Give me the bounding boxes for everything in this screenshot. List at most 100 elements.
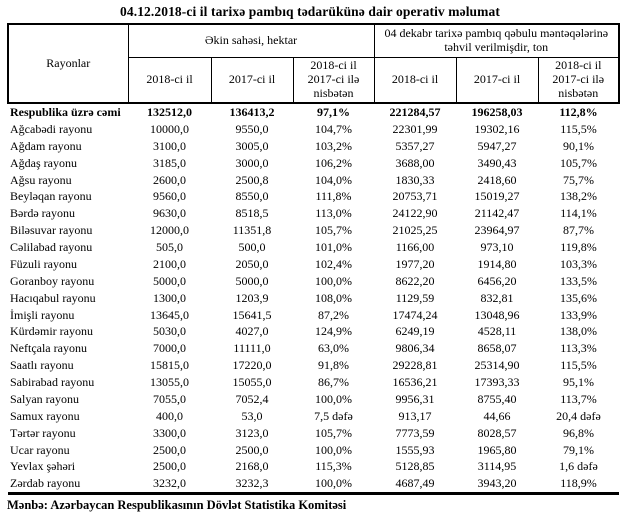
table-row: Goranboy rayonu 5000,0 5000,0 100,0% 8622,20… — [8, 273, 619, 290]
table-row: Bərdə rayonu 9630,0 8518,5 113,0% 24122,90 21… — [8, 205, 619, 222]
value-cell: 97,1% — [317, 105, 350, 119]
value-cell: 124,9% — [315, 324, 352, 339]
region-name-cell: Ağdaş rayonu — [10, 155, 77, 170]
region-name-cell: Füzuli rayonu — [10, 256, 77, 271]
value-cell: 3000,0 — [235, 155, 269, 170]
value-cell: 4528,11 — [477, 324, 517, 339]
value-cell: 3490,43 — [477, 155, 517, 170]
value-cell: 2050,0 — [235, 256, 269, 271]
value-cell: 16536,21 — [392, 375, 438, 389]
value-cell: 7052,4 — [235, 391, 269, 406]
value-cell: 2600,0 — [153, 172, 186, 187]
value-cell: 2100,0 — [153, 256, 186, 271]
value-cell: 973,10 — [480, 240, 514, 254]
value-cell: 113,0% — [315, 206, 352, 221]
value-cell: 100,0% — [315, 273, 352, 288]
value-cell: 9956,31 — [395, 391, 435, 406]
value-cell: 832,81 — [480, 290, 514, 305]
value-cell: 17393,33 — [474, 375, 520, 389]
value-cell: 7000,0 — [153, 341, 186, 356]
value-cell: 12000,0 — [150, 223, 189, 238]
value-cell: 1,6 dəfə — [559, 459, 598, 474]
table-row: Saatlı rayonu 15815,0 17220,0 91,8% 29228,81… — [8, 357, 619, 374]
value-cell: 135,6% — [560, 290, 597, 305]
value-cell: 8028,57 — [477, 425, 517, 440]
value-cell: 4027,0 — [235, 324, 269, 339]
value-cell: 6249,19 — [395, 324, 435, 339]
value-cell: 3100,0 — [153, 138, 186, 153]
value-cell: 90,1% — [563, 138, 594, 153]
value-cell: 1166,00 — [395, 240, 435, 254]
value-cell: 3123,0 — [235, 425, 269, 440]
value-cell: 106,2% — [315, 155, 352, 170]
value-cell: 105,7% — [560, 155, 597, 170]
region-name-cell: Respublika üzrə cəmi — [10, 105, 121, 119]
table-row: Tərtər rayonu 3300,0 3123,0 105,7% 7773,59 80… — [8, 425, 619, 442]
value-cell: 2168,0 — [235, 459, 269, 474]
value-cell: 8550,0 — [235, 189, 269, 204]
value-cell: 132512,0 — [147, 105, 192, 119]
value-cell: 111,8% — [315, 189, 352, 204]
value-cell: 11111,0 — [233, 341, 271, 356]
value-cell: 3185,0 — [153, 155, 186, 170]
table-row: Hacıqabul rayonu 1300,0 1203,9 108,0% 1129,5… — [8, 290, 619, 307]
value-cell: 3114,95 — [477, 459, 517, 474]
value-cell: 5128,85 — [395, 459, 435, 474]
region-name-cell: Kürdəmir rayonu — [10, 324, 93, 339]
header-row-groups: Rayonlar Əkin sahəsi, hektar 04 dekabr t… — [7, 23, 620, 104]
region-name-cell: Beyləqan rayonu — [10, 189, 92, 204]
value-cell: 9550,0 — [235, 121, 269, 136]
table-row: Cəlilabad rayonu 505,0 500,0 101,0% 1166,00 9… — [8, 239, 619, 256]
value-cell: 29228,81 — [392, 358, 438, 373]
value-cell: 100,0% — [315, 391, 352, 406]
region-name-cell: Biləsuvar rayonu — [10, 223, 93, 238]
header-sown-2018: 2018-ci il — [127, 56, 212, 104]
value-cell: 13048,96 — [474, 307, 520, 322]
total-row: Respublika üzrə cəmi 132512,0 136413,2 97,1… — [8, 103, 619, 121]
value-cell: 100,0% — [293, 475, 374, 496]
value-cell: 5030,0 — [153, 324, 186, 339]
value-cell: 13055,0 — [150, 375, 189, 389]
value-cell: 8658,07 — [477, 341, 517, 356]
region-name-cell: Ağsu rayonu — [10, 172, 72, 187]
region-name-cell: Saatlı rayonu — [10, 358, 74, 373]
value-cell: 17474,24 — [392, 307, 438, 322]
table-row: Kürdəmir rayonu 5030,0 4027,0 124,9% 6249,19… — [8, 323, 619, 340]
value-cell: 102,4% — [315, 256, 352, 271]
value-cell: 101,0% — [315, 240, 352, 254]
region-name-cell: Zərdab rayonu — [8, 475, 128, 496]
source-note: Mənbə: Azərbaycan Respublikasının Dövlət… — [7, 498, 347, 513]
value-cell: 115,5% — [560, 358, 597, 373]
value-cell: 2418,60 — [477, 172, 517, 187]
value-cell: 104,0% — [315, 172, 352, 187]
table-row: Neftçala rayonu 7000,0 11111,0 63,0% 9806,34… — [8, 340, 619, 357]
table-row: Biləsuvar rayonu 12000,0 11351,8 105,7% 2102… — [8, 222, 619, 239]
value-cell: 1965,80 — [477, 442, 517, 457]
value-cell: 3688,00 — [395, 155, 435, 170]
value-cell: 5000,0 — [153, 273, 186, 288]
value-cell: 86,7% — [318, 375, 349, 389]
value-cell: 53,0 — [241, 408, 263, 423]
region-name-cell: Yevlax şəhəri — [10, 459, 76, 474]
region-name-cell: Sabirabad rayonu — [10, 375, 95, 389]
value-cell: 1129,59 — [395, 290, 435, 305]
table-row: Sabirabad rayonu 13055,0 15055,0 86,7% 16536… — [8, 374, 619, 391]
value-cell: 500,0 — [238, 240, 266, 254]
value-cell: 2500,0 — [153, 442, 186, 457]
table-row: Ağdam rayonu 3100,0 3005,0 103,2% 5357,27 594… — [8, 138, 619, 155]
value-cell: 9560,0 — [153, 189, 186, 204]
header-group-delivered: 04 dekabr tarixə pambıq qəbulu məntəqələ… — [373, 23, 620, 58]
value-cell: 5357,27 — [395, 138, 435, 153]
value-cell: 103,3% — [560, 256, 597, 271]
value-cell: 96,8% — [563, 425, 594, 440]
value-cell: 105,7% — [315, 223, 352, 238]
table-row: Ağsu rayonu 2600,0 2500,8 104,0% 1830,33 2418… — [8, 172, 619, 189]
region-name-cell: Cəlilabad rayonu — [10, 240, 93, 254]
value-cell: 118,9% — [538, 475, 620, 496]
table-row: Beyləqan rayonu 9560,0 8550,0 111,8% 20753,7… — [8, 188, 619, 205]
value-cell: 3943,20 — [456, 475, 538, 496]
value-cell: 221284,57 — [389, 105, 441, 119]
value-cell: 2500,8 — [235, 172, 269, 187]
header-sown-2017: 2017-ci il — [210, 56, 294, 104]
value-cell: 108,0% — [315, 290, 352, 305]
